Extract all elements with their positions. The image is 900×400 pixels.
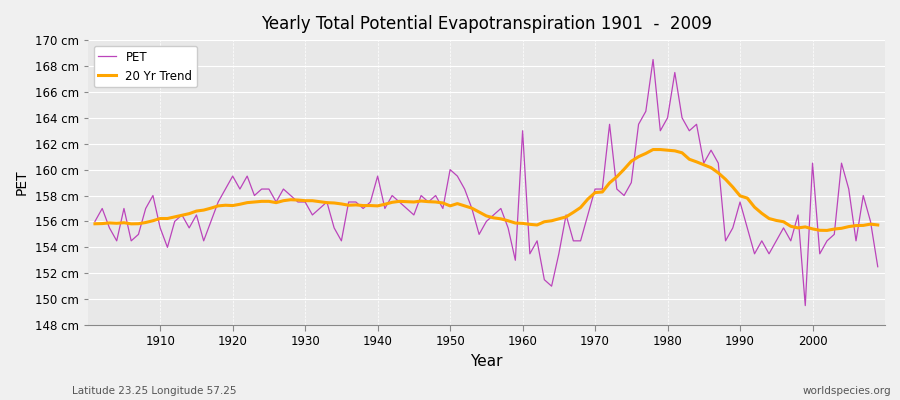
PET — [604, 122, 615, 127]
20 Yr Trend — [350, 202, 361, 207]
20 Yr Trend — [604, 180, 615, 185]
PET — [510, 258, 521, 263]
Line: 20 Yr Trend: 20 Yr Trend — [95, 150, 878, 230]
20 Yr Trend — [872, 222, 883, 227]
PET — [148, 193, 158, 198]
20 Yr Trend — [90, 221, 101, 226]
20 Yr Trend — [148, 218, 158, 223]
PET — [800, 303, 811, 308]
Text: worldspecies.org: worldspecies.org — [803, 386, 891, 396]
20 Yr Trend — [822, 228, 832, 233]
PET — [648, 57, 659, 62]
20 Yr Trend — [518, 221, 528, 226]
20 Yr Trend — [307, 198, 318, 203]
X-axis label: Year: Year — [470, 354, 502, 369]
PET — [307, 212, 318, 217]
Y-axis label: PET: PET — [15, 170, 29, 195]
Text: Latitude 23.25 Longitude 57.25: Latitude 23.25 Longitude 57.25 — [72, 386, 237, 396]
PET — [350, 200, 361, 204]
PET — [90, 219, 101, 224]
20 Yr Trend — [510, 221, 521, 226]
Legend: PET, 20 Yr Trend: PET, 20 Yr Trend — [94, 46, 197, 87]
PET — [518, 128, 528, 133]
Line: PET: PET — [95, 60, 878, 306]
20 Yr Trend — [648, 147, 659, 152]
Title: Yearly Total Potential Evapotranspiration 1901  -  2009: Yearly Total Potential Evapotranspiratio… — [261, 15, 712, 33]
PET — [872, 264, 883, 269]
